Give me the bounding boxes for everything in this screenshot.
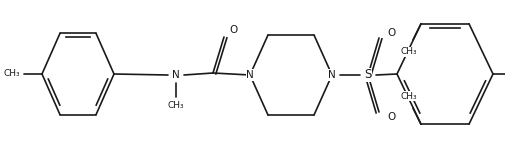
- Text: O: O: [387, 112, 395, 122]
- Text: CH₃: CH₃: [168, 102, 184, 110]
- Text: CH₃: CH₃: [400, 92, 417, 101]
- Text: O: O: [230, 25, 238, 35]
- Text: N: N: [172, 70, 180, 80]
- Text: S: S: [364, 69, 372, 82]
- Text: N: N: [246, 70, 254, 80]
- Text: CH₃: CH₃: [4, 70, 20, 78]
- Text: O: O: [387, 28, 395, 38]
- Text: CH₃: CH₃: [400, 47, 417, 56]
- Text: N: N: [328, 70, 336, 80]
